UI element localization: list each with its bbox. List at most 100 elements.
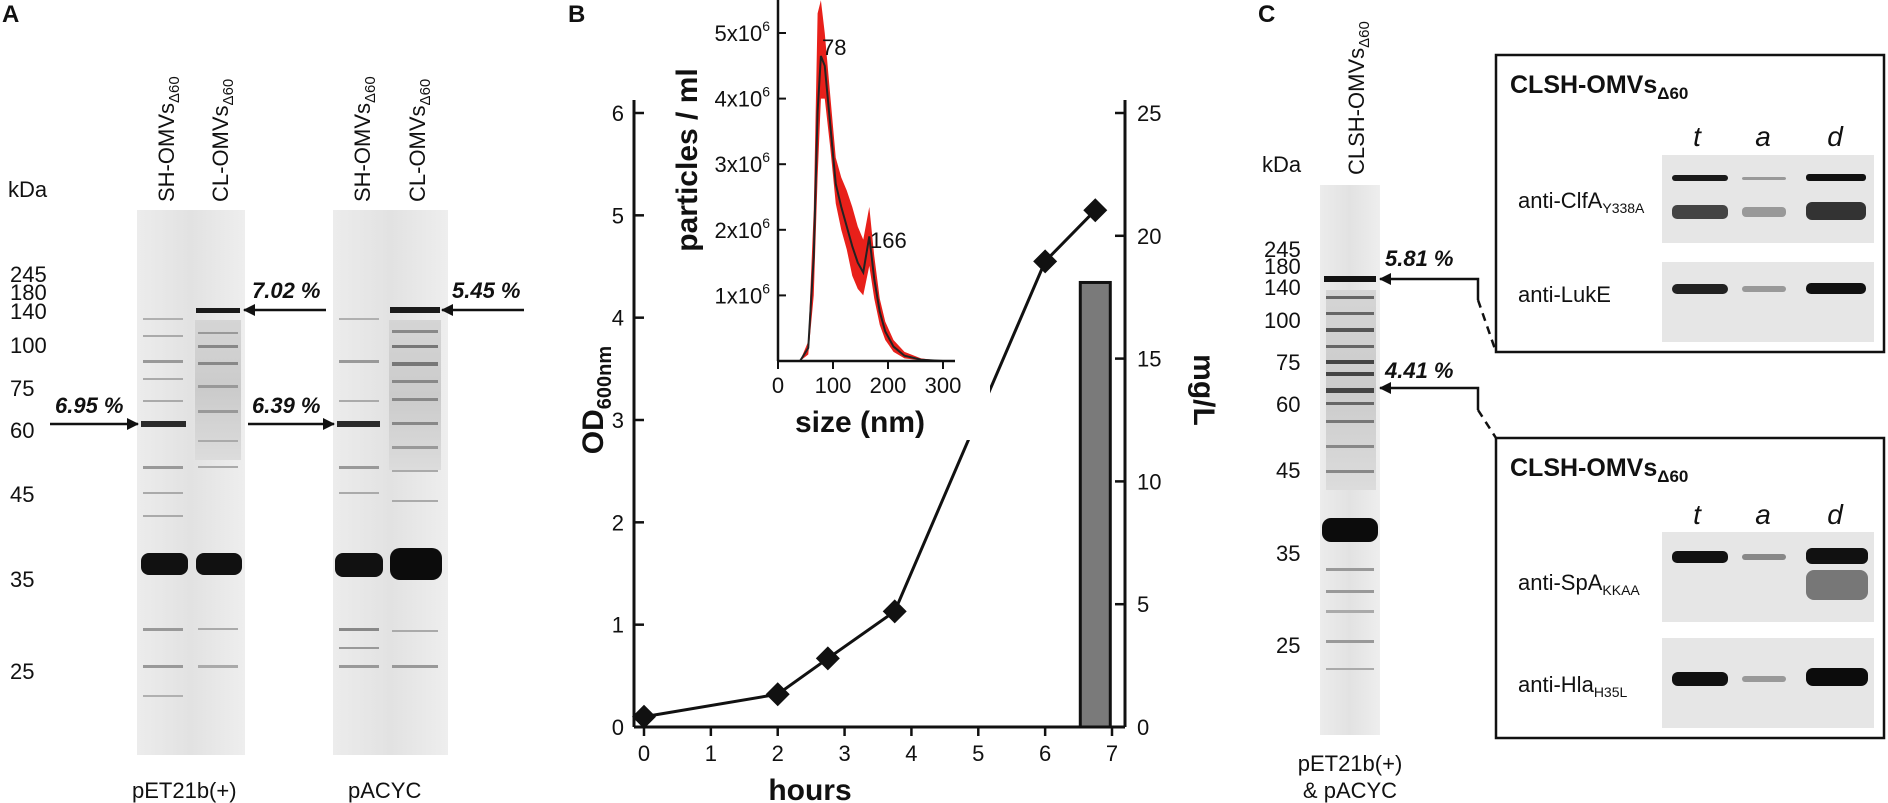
series-line: [643, 209, 1097, 719]
band: [143, 665, 183, 668]
gel-pet21b: [137, 210, 245, 755]
lane-label-clsh-omvs: CLSH-OMVsΔ60: [1344, 21, 1373, 175]
marker-140: 140: [10, 299, 47, 324]
od-point: [765, 682, 790, 707]
inset-y-tick-label: 3x106: [714, 149, 770, 177]
band: [198, 332, 238, 334]
band: [392, 345, 438, 348]
band: [198, 665, 238, 668]
band: [1326, 420, 1374, 423]
od-point: [815, 646, 840, 671]
lane-label-cl-omvs-1: CL-OMVsΔ60: [208, 79, 237, 202]
y-tick-label: 0: [612, 715, 624, 740]
x-tick-label: 0: [638, 741, 650, 766]
plasmid-label-line1: pET21b(+): [1298, 751, 1403, 776]
marker-60: 60: [1276, 392, 1300, 417]
band: [392, 380, 438, 383]
band: [1326, 360, 1374, 364]
blot-col-d: d: [1827, 499, 1844, 530]
blot-col-t: t: [1693, 121, 1702, 152]
gel-label-pet21b: pET21b(+): [132, 778, 237, 803]
blot-band: [1806, 570, 1868, 600]
inset-x-axis-label: size (nm): [795, 406, 925, 439]
panel-b: B 0 1 2 3 4 5 6 0 5 10 15 20 25 0 1 2 3 4 5 6 7 hours OD60…: [568, 0, 1220, 803]
percent-label-581: 5.81 %: [1385, 246, 1454, 271]
dashed-connector-581: [1476, 299, 1498, 353]
y-tick-label: 4: [612, 306, 624, 331]
y2-tick-label: 5: [1137, 592, 1149, 617]
bar-mg-per-l: [1078, 280, 1112, 729]
band: [143, 400, 183, 402]
panel-c-markers: 245 180 140 100 75 60 45 35 25: [1264, 237, 1301, 658]
band: [198, 440, 238, 442]
band: [1326, 445, 1374, 448]
x-ticks: 0 1 2 3 4 5 6 7: [638, 727, 1118, 766]
y2-ticks: 0 5 10 15 20 25: [1115, 101, 1161, 740]
band: [1326, 640, 1374, 643]
connector-581: [1470, 277, 1480, 300]
y2-tick-label: 10: [1137, 469, 1161, 494]
blot-box-2: CLSH-OMVsΔ60 t a d anti-SpAKKAA anti-Hla…: [1494, 436, 1886, 740]
y-tick-label: 2: [612, 510, 624, 535]
band: [1326, 372, 1374, 376]
panel-b-label: B: [568, 1, 585, 28]
band: [141, 421, 186, 427]
band: [339, 318, 379, 320]
marker-60: 60: [10, 418, 34, 443]
lane-smear: [195, 320, 241, 460]
band: [198, 362, 238, 365]
dashed-connector-441: [1476, 409, 1498, 439]
y2-tick-label: 0: [1137, 715, 1149, 740]
band: [1326, 568, 1374, 571]
band: [143, 628, 183, 631]
inset-peak-label-166: 166: [870, 228, 907, 253]
band: [141, 553, 188, 575]
blot-col-a: a: [1755, 121, 1771, 152]
y-axis-label: OD600nm: [577, 346, 616, 454]
series-points: [632, 198, 1108, 729]
band: [392, 446, 438, 449]
y-tick-label: 5: [612, 203, 624, 228]
band: [339, 665, 379, 668]
band: [143, 515, 183, 517]
marker-245: 245: [1264, 237, 1301, 262]
band: [1326, 345, 1374, 348]
y-tick-label: 3: [612, 408, 624, 433]
band: [392, 500, 438, 502]
marker-25: 25: [10, 659, 34, 684]
inset-y-tick-label: 5x106: [714, 18, 770, 46]
antibody-label-luke: anti-LukE: [1518, 282, 1611, 307]
od-point: [632, 704, 656, 729]
panel-a-markers: 245 180 140 100 75 60 45 35 25: [10, 262, 47, 684]
band: [198, 628, 238, 630]
plasmid-label-line2: & pACYC: [1303, 778, 1397, 803]
gel-background: [137, 210, 245, 755]
band: [392, 470, 438, 472]
od-point: [882, 599, 907, 624]
blot-band: [1742, 177, 1786, 180]
gel-background: [333, 210, 448, 755]
band: [1326, 296, 1374, 299]
blot-band: [1742, 554, 1786, 560]
marker-75: 75: [1276, 350, 1300, 375]
band: [143, 492, 183, 494]
band: [143, 360, 183, 363]
band: [339, 492, 379, 494]
marker-75: 75: [10, 376, 34, 401]
band: [1326, 402, 1374, 405]
band: [198, 410, 238, 413]
blot-strip-clfa: [1662, 155, 1874, 243]
percent-label-sh-pet: 6.95 %: [55, 393, 124, 418]
y-tick-label: 6: [612, 101, 624, 126]
band: [143, 318, 183, 320]
panel-c-kda-label: kDa: [1262, 152, 1302, 177]
band: [143, 378, 183, 380]
inset-y-ticks: 1x106 2x106 3x106 4x106 5x106: [714, 18, 786, 308]
band: [339, 400, 379, 402]
band: [339, 647, 379, 649]
lane-label-sh-omvs-2: SH-OMVsΔ60: [350, 76, 379, 202]
band: [392, 422, 438, 425]
od-point: [1033, 249, 1058, 274]
band: [143, 695, 183, 697]
band: [339, 628, 379, 631]
